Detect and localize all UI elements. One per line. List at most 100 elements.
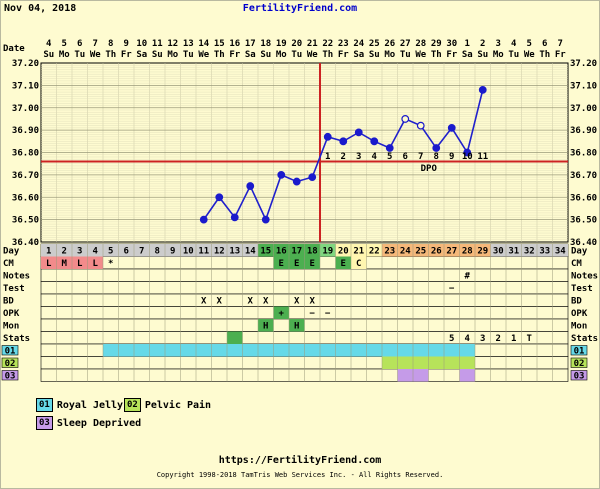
custom1-cell <box>227 344 243 357</box>
custom1-cell <box>413 344 429 357</box>
temperature-point <box>323 132 332 141</box>
weekday-label: Th <box>105 50 116 60</box>
date-number: 4 <box>46 39 52 49</box>
y-tick-left: 37.20 <box>12 59 39 69</box>
date-number: 17 <box>245 39 256 49</box>
stats-entry: 1 <box>511 334 516 344</box>
day-cell-bg <box>273 244 289 257</box>
custom1-cell <box>320 344 336 357</box>
legend-item-02: 02 Pelvic Pain <box>124 398 211 412</box>
temperature-point <box>230 213 239 222</box>
custom3-cell <box>397 369 413 382</box>
day-cell-bg <box>304 244 320 257</box>
y-tick-left: 37.00 <box>12 104 39 114</box>
weekday-label: Th <box>431 50 442 60</box>
cycle-day: 2 <box>62 247 67 257</box>
cycle-day: 6 <box>124 247 129 257</box>
weekday-label: We <box>198 50 209 60</box>
bd-entry: X <box>201 297 207 307</box>
weekday-label: Tu <box>400 50 411 60</box>
weekday-label: Th <box>539 50 550 60</box>
cycle-day: 3 <box>77 247 82 257</box>
cm-entry: L <box>46 259 52 269</box>
y-tick-left: 36.70 <box>12 171 39 181</box>
dpo-number: 7 <box>418 152 423 162</box>
legend-code-03: 03 <box>36 416 53 430</box>
y-tick-left: 36.80 <box>12 149 39 159</box>
day-cell-bg <box>413 244 429 257</box>
custom1-cell <box>242 344 258 357</box>
date-number: 15 <box>214 39 225 49</box>
weekday-label: Su <box>152 50 163 60</box>
custom3-cell <box>459 369 475 382</box>
row-custom3-badge-right <box>570 370 588 381</box>
custom1-cell <box>366 344 382 357</box>
weekday-label: Sa <box>462 50 473 60</box>
temperature-point <box>370 137 379 146</box>
cm-cell-menses <box>87 256 103 269</box>
dpo-number: 4 <box>372 152 378 162</box>
day-cell-bg <box>227 244 243 257</box>
day-cell-bg <box>149 244 165 257</box>
dpo-number: 5 <box>387 152 392 162</box>
date-number: 7 <box>93 39 98 49</box>
date-number: 10 <box>136 39 147 49</box>
y-tick-left: 36.40 <box>12 238 39 248</box>
custom1-cell <box>118 344 134 357</box>
custom1-cell <box>180 344 196 357</box>
cm-entry: L <box>77 259 83 269</box>
y-tick-right: 36.60 <box>570 193 597 203</box>
cm-entry: E <box>294 259 299 269</box>
day-cell-bg <box>459 244 475 257</box>
weekday-label: Fr <box>446 50 457 60</box>
cycle-day: 10 <box>183 247 194 257</box>
cycle-day: 23 <box>384 247 395 257</box>
date-row-label: Date <box>3 44 25 54</box>
day-cell-bg <box>444 244 460 257</box>
date-number: 23 <box>338 39 349 49</box>
date-number: 30 <box>446 39 457 49</box>
date-number: 24 <box>353 39 364 49</box>
opk-entry: + <box>279 309 285 319</box>
dpo-number: 8 <box>434 152 439 162</box>
day-cell-bg <box>165 244 181 257</box>
custom1-cell <box>444 344 460 357</box>
day-cell-bg <box>41 244 57 257</box>
custom2-cell <box>413 356 429 369</box>
weekday-label: Mo <box>167 50 178 60</box>
footer-url[interactable]: https://FertilityFriend.com <box>218 455 382 466</box>
custom1-cell <box>196 344 212 357</box>
date-number: 6 <box>77 39 82 49</box>
weekday-label: We <box>415 50 426 60</box>
y-tick-right: 37.00 <box>570 104 597 114</box>
weekday-label: Fr <box>338 50 349 60</box>
day-cell-bg <box>537 244 553 257</box>
site-title[interactable]: FertilityFriend.com <box>242 3 358 14</box>
custom1-cell <box>335 344 351 357</box>
weekday-label: We <box>307 50 318 60</box>
temperature-point <box>308 173 317 182</box>
cycle-day: 1 <box>46 247 51 257</box>
date-number: 3 <box>496 39 501 49</box>
row-cm-label-right: CM <box>571 259 582 269</box>
legend-item-01: 01 Royal Jelly <box>36 398 123 412</box>
cycle-day: 27 <box>446 247 457 257</box>
date-number: 20 <box>291 39 302 49</box>
row-stats-label-right: Stats <box>571 334 598 344</box>
row-custom3-label-right: 03 <box>574 372 585 382</box>
weekday-label: Tu <box>291 50 302 60</box>
cycle-day: 4 <box>93 247 99 257</box>
custom1-cell <box>382 344 398 357</box>
temperature-point <box>215 193 224 202</box>
date-number: 22 <box>322 39 333 49</box>
dpo-number: 3 <box>356 152 361 162</box>
cm-cell-fertile <box>335 256 351 269</box>
mon-entry: H <box>294 322 299 332</box>
date-number: 4 <box>511 39 517 49</box>
day-cell-bg <box>351 244 367 257</box>
day-cell-bg <box>366 244 382 257</box>
row-day-label-right: Day <box>571 247 588 257</box>
row-bd-label-left: BD <box>3 297 14 307</box>
cm-entry: E <box>310 259 315 269</box>
